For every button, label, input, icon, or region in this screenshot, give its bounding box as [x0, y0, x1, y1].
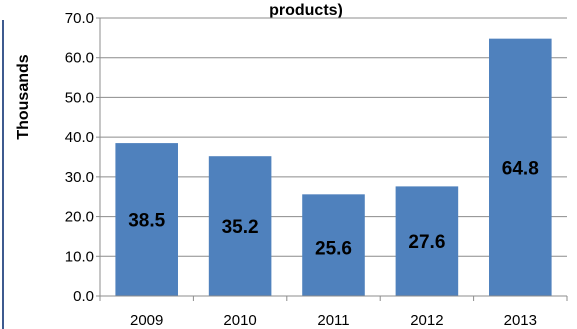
data-labels: 38.5 35.2 25.6 27.6 64.8 — [128, 158, 539, 259]
data-label: 25.6 — [315, 239, 352, 260]
bars — [115, 38, 552, 296]
x-tick-label: 2012 — [410, 312, 443, 329]
y-tick-label: 50.0 — [65, 89, 94, 106]
y-tick-label: 0.0 — [73, 288, 94, 305]
axes — [96, 17, 568, 301]
y-tick-label: 70.0 — [65, 10, 94, 27]
y-tick-label: 40.0 — [65, 129, 94, 146]
x-tick-label: 2013 — [504, 312, 537, 329]
y-tick-label: 60.0 — [65, 50, 94, 67]
y-axis-label: Thousands — [15, 54, 32, 139]
data-label: 64.8 — [502, 158, 539, 179]
chart-title: products) — [269, 2, 343, 19]
y-tick-label: 20.0 — [65, 209, 94, 226]
x-tick-label: 2011 — [317, 312, 349, 329]
x-tick-labels: 2009 2010 2011 2012 2013 — [130, 312, 537, 329]
data-label: 27.6 — [408, 232, 445, 253]
y-tick-label: 10.0 — [65, 248, 94, 265]
x-tick-label: 2010 — [223, 312, 256, 329]
data-label: 38.5 — [128, 211, 165, 232]
bar-2013 — [489, 38, 552, 296]
left-border-line — [2, 20, 4, 329]
y-tick-label: 30.0 — [65, 169, 94, 186]
y-tick-labels: 0.0 10.0 20.0 30.0 40.0 50.0 60.0 70.0 — [65, 10, 94, 305]
data-label: 35.2 — [222, 217, 259, 238]
bar-2010 — [208, 156, 272, 296]
bar-2009 — [115, 143, 178, 296]
x-tick-label: 2009 — [130, 312, 163, 329]
bar-2011 — [302, 194, 365, 296]
bar-2012 — [395, 186, 459, 296]
